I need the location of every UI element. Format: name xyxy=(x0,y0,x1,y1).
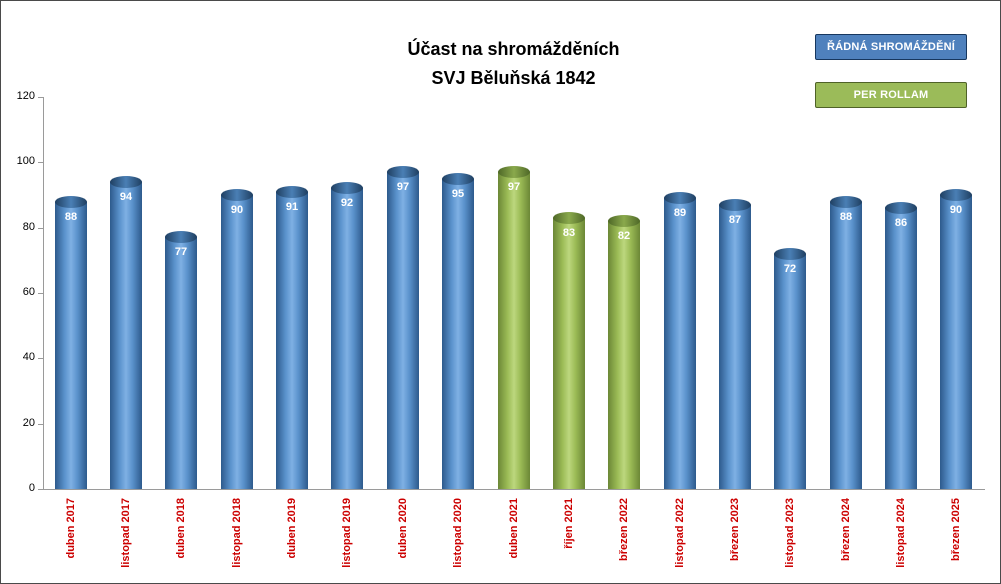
bar: 91 xyxy=(276,186,308,489)
x-axis-label: duben 2018 xyxy=(175,498,187,559)
y-axis-tick xyxy=(38,489,43,490)
bar-value-label: 88 xyxy=(64,211,78,223)
bar-top-ellipse xyxy=(331,182,363,194)
y-axis-tick xyxy=(38,227,43,229)
x-axis-label: duben 2020 xyxy=(397,498,409,559)
y-axis-tick-label: 80 xyxy=(22,220,35,233)
plot-axes xyxy=(43,97,985,490)
bar: 87 xyxy=(719,199,751,489)
y-axis-tick xyxy=(38,423,43,425)
bar-value-label: 77 xyxy=(174,246,188,258)
bar: 83 xyxy=(553,212,585,489)
x-axis-label: listopad 2020 xyxy=(452,498,464,568)
x-axis-label: říjen 2021 xyxy=(563,498,575,549)
legend-item-per-rollam: PER ROLLAM xyxy=(815,82,967,108)
bar: 90 xyxy=(940,189,972,489)
bar: 88 xyxy=(830,196,862,489)
bar-top-ellipse xyxy=(387,166,419,178)
y-axis-tick-label: 0 xyxy=(28,482,35,494)
bar: 88 xyxy=(55,196,87,489)
x-axis-label: březen 2025 xyxy=(950,498,962,561)
chart-title-line1: Účast na shromážděních xyxy=(407,39,620,59)
bar: 77 xyxy=(165,231,197,489)
bar-value-label: 83 xyxy=(562,227,576,239)
x-axis-label: duben 2019 xyxy=(286,498,298,559)
bar-value-label: 88 xyxy=(839,211,853,223)
bar-top-ellipse xyxy=(940,189,972,201)
bar-value-label: 87 xyxy=(728,214,742,226)
bar-value-label: 91 xyxy=(285,201,299,213)
bar: 86 xyxy=(885,202,917,489)
x-axis-label: březen 2024 xyxy=(840,498,852,561)
legend-item-radna-shromazdeni: ŘÁDNÁ SHROMÁŽDĚNÍ xyxy=(815,34,967,60)
bar: 97 xyxy=(387,166,419,489)
bar: 92 xyxy=(331,182,363,489)
bar-top-ellipse xyxy=(110,176,142,188)
legend: ŘÁDNÁ SHROMÁŽDĚNÍ PER ROLLAM xyxy=(815,34,967,130)
bar-value-label: 97 xyxy=(396,181,410,193)
bar-top-ellipse xyxy=(664,192,696,204)
bar-value-label: 72 xyxy=(783,263,797,275)
bar-top-ellipse xyxy=(553,212,585,224)
x-axis-label: březen 2023 xyxy=(729,498,741,561)
bar-value-label: 90 xyxy=(230,204,244,216)
bar-value-label: 92 xyxy=(340,197,354,209)
bar-top-ellipse xyxy=(608,215,640,227)
x-axis-label: listopad 2022 xyxy=(674,498,686,568)
chart-title: Účast na shromážděních SVJ Běluňská 1842 xyxy=(43,35,984,93)
y-axis-tick-label: 120 xyxy=(16,90,35,102)
bar-value-label: 89 xyxy=(673,207,687,219)
bar: 82 xyxy=(608,215,640,489)
bar-value-label: 86 xyxy=(894,217,908,229)
y-axis-tick xyxy=(38,162,43,164)
y-axis-tick-label: 40 xyxy=(22,351,35,364)
chart-title-line2: SVJ Běluňská 1842 xyxy=(431,68,596,88)
bar: 89 xyxy=(664,192,696,489)
y-axis-tick xyxy=(38,97,43,98)
bar-top-ellipse xyxy=(885,202,917,214)
bar-value-label: 90 xyxy=(949,204,963,216)
bar-value-label: 94 xyxy=(119,191,133,203)
bar-value-label: 97 xyxy=(507,181,521,193)
bar: 94 xyxy=(110,176,142,489)
y-axis-tick-label: 20 xyxy=(22,416,35,429)
bar-top-ellipse xyxy=(830,196,862,208)
x-axis-label: listopad 2017 xyxy=(120,498,132,568)
bar: 95 xyxy=(442,173,474,489)
x-axis-label: listopad 2019 xyxy=(341,498,353,568)
x-axis-label: duben 2017 xyxy=(65,498,77,559)
bar-top-ellipse xyxy=(165,231,197,243)
y-axis-tick xyxy=(38,293,43,294)
bar: 90 xyxy=(221,189,253,489)
x-axis-label: listopad 2024 xyxy=(895,498,907,568)
bar-value-label: 82 xyxy=(617,230,631,242)
x-axis-label: listopad 2018 xyxy=(231,498,243,568)
legend-label-per-rollam: PER ROLLAM xyxy=(853,89,929,101)
bar-top-ellipse xyxy=(276,186,308,198)
bar-top-ellipse xyxy=(55,196,87,208)
y-axis-tick-label: 100 xyxy=(16,155,35,168)
bar-top-ellipse xyxy=(719,199,751,211)
bar-top-ellipse xyxy=(221,189,253,201)
bar-top-ellipse xyxy=(442,173,474,185)
legend-label-radna: ŘÁDNÁ SHROMÁŽDĚNÍ xyxy=(826,41,956,53)
x-axis-label: duben 2021 xyxy=(508,498,520,559)
bar: 72 xyxy=(774,248,806,489)
y-axis-tick xyxy=(38,358,43,360)
bar-value-label: 95 xyxy=(451,188,465,200)
y-axis-tick-label: 60 xyxy=(22,286,35,298)
x-axis-label: březen 2022 xyxy=(618,498,630,561)
x-axis-label: listopad 2023 xyxy=(784,498,796,568)
bar: 97 xyxy=(498,166,530,489)
bar-top-ellipse xyxy=(498,166,530,178)
bar-top-ellipse xyxy=(774,248,806,260)
